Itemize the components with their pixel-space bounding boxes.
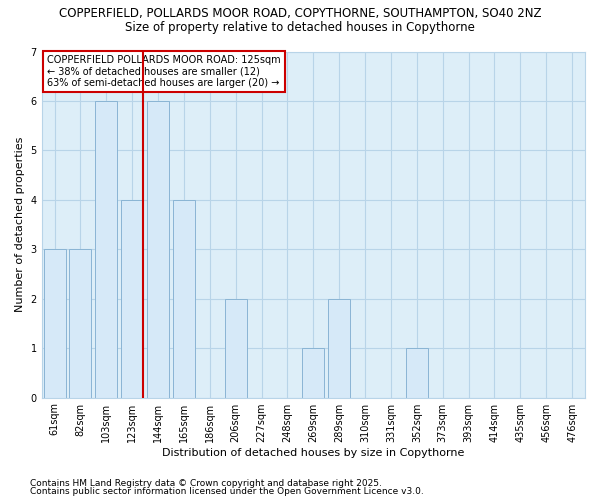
Bar: [328, 298, 350, 398]
Bar: [406, 348, 428, 398]
Bar: [70, 250, 91, 398]
Bar: [121, 200, 143, 398]
Text: COPPERFIELD, POLLARDS MOOR ROAD, COPYTHORNE, SOUTHAMPTON, SO40 2NZ: COPPERFIELD, POLLARDS MOOR ROAD, COPYTHO…: [59, 8, 541, 20]
Bar: [147, 101, 169, 398]
Bar: [44, 250, 65, 398]
Bar: [302, 348, 325, 398]
Bar: [95, 101, 118, 398]
Y-axis label: Number of detached properties: Number of detached properties: [15, 137, 25, 312]
Bar: [225, 298, 247, 398]
Text: Contains HM Land Registry data © Crown copyright and database right 2025.: Contains HM Land Registry data © Crown c…: [30, 478, 382, 488]
X-axis label: Distribution of detached houses by size in Copythorne: Distribution of detached houses by size …: [162, 448, 464, 458]
Text: Contains public sector information licensed under the Open Government Licence v3: Contains public sector information licen…: [30, 487, 424, 496]
Bar: [173, 200, 195, 398]
Text: Size of property relative to detached houses in Copythorne: Size of property relative to detached ho…: [125, 21, 475, 34]
Text: COPPERFIELD POLLARDS MOOR ROAD: 125sqm
← 38% of detached houses are smaller (12): COPPERFIELD POLLARDS MOOR ROAD: 125sqm ←…: [47, 55, 281, 88]
